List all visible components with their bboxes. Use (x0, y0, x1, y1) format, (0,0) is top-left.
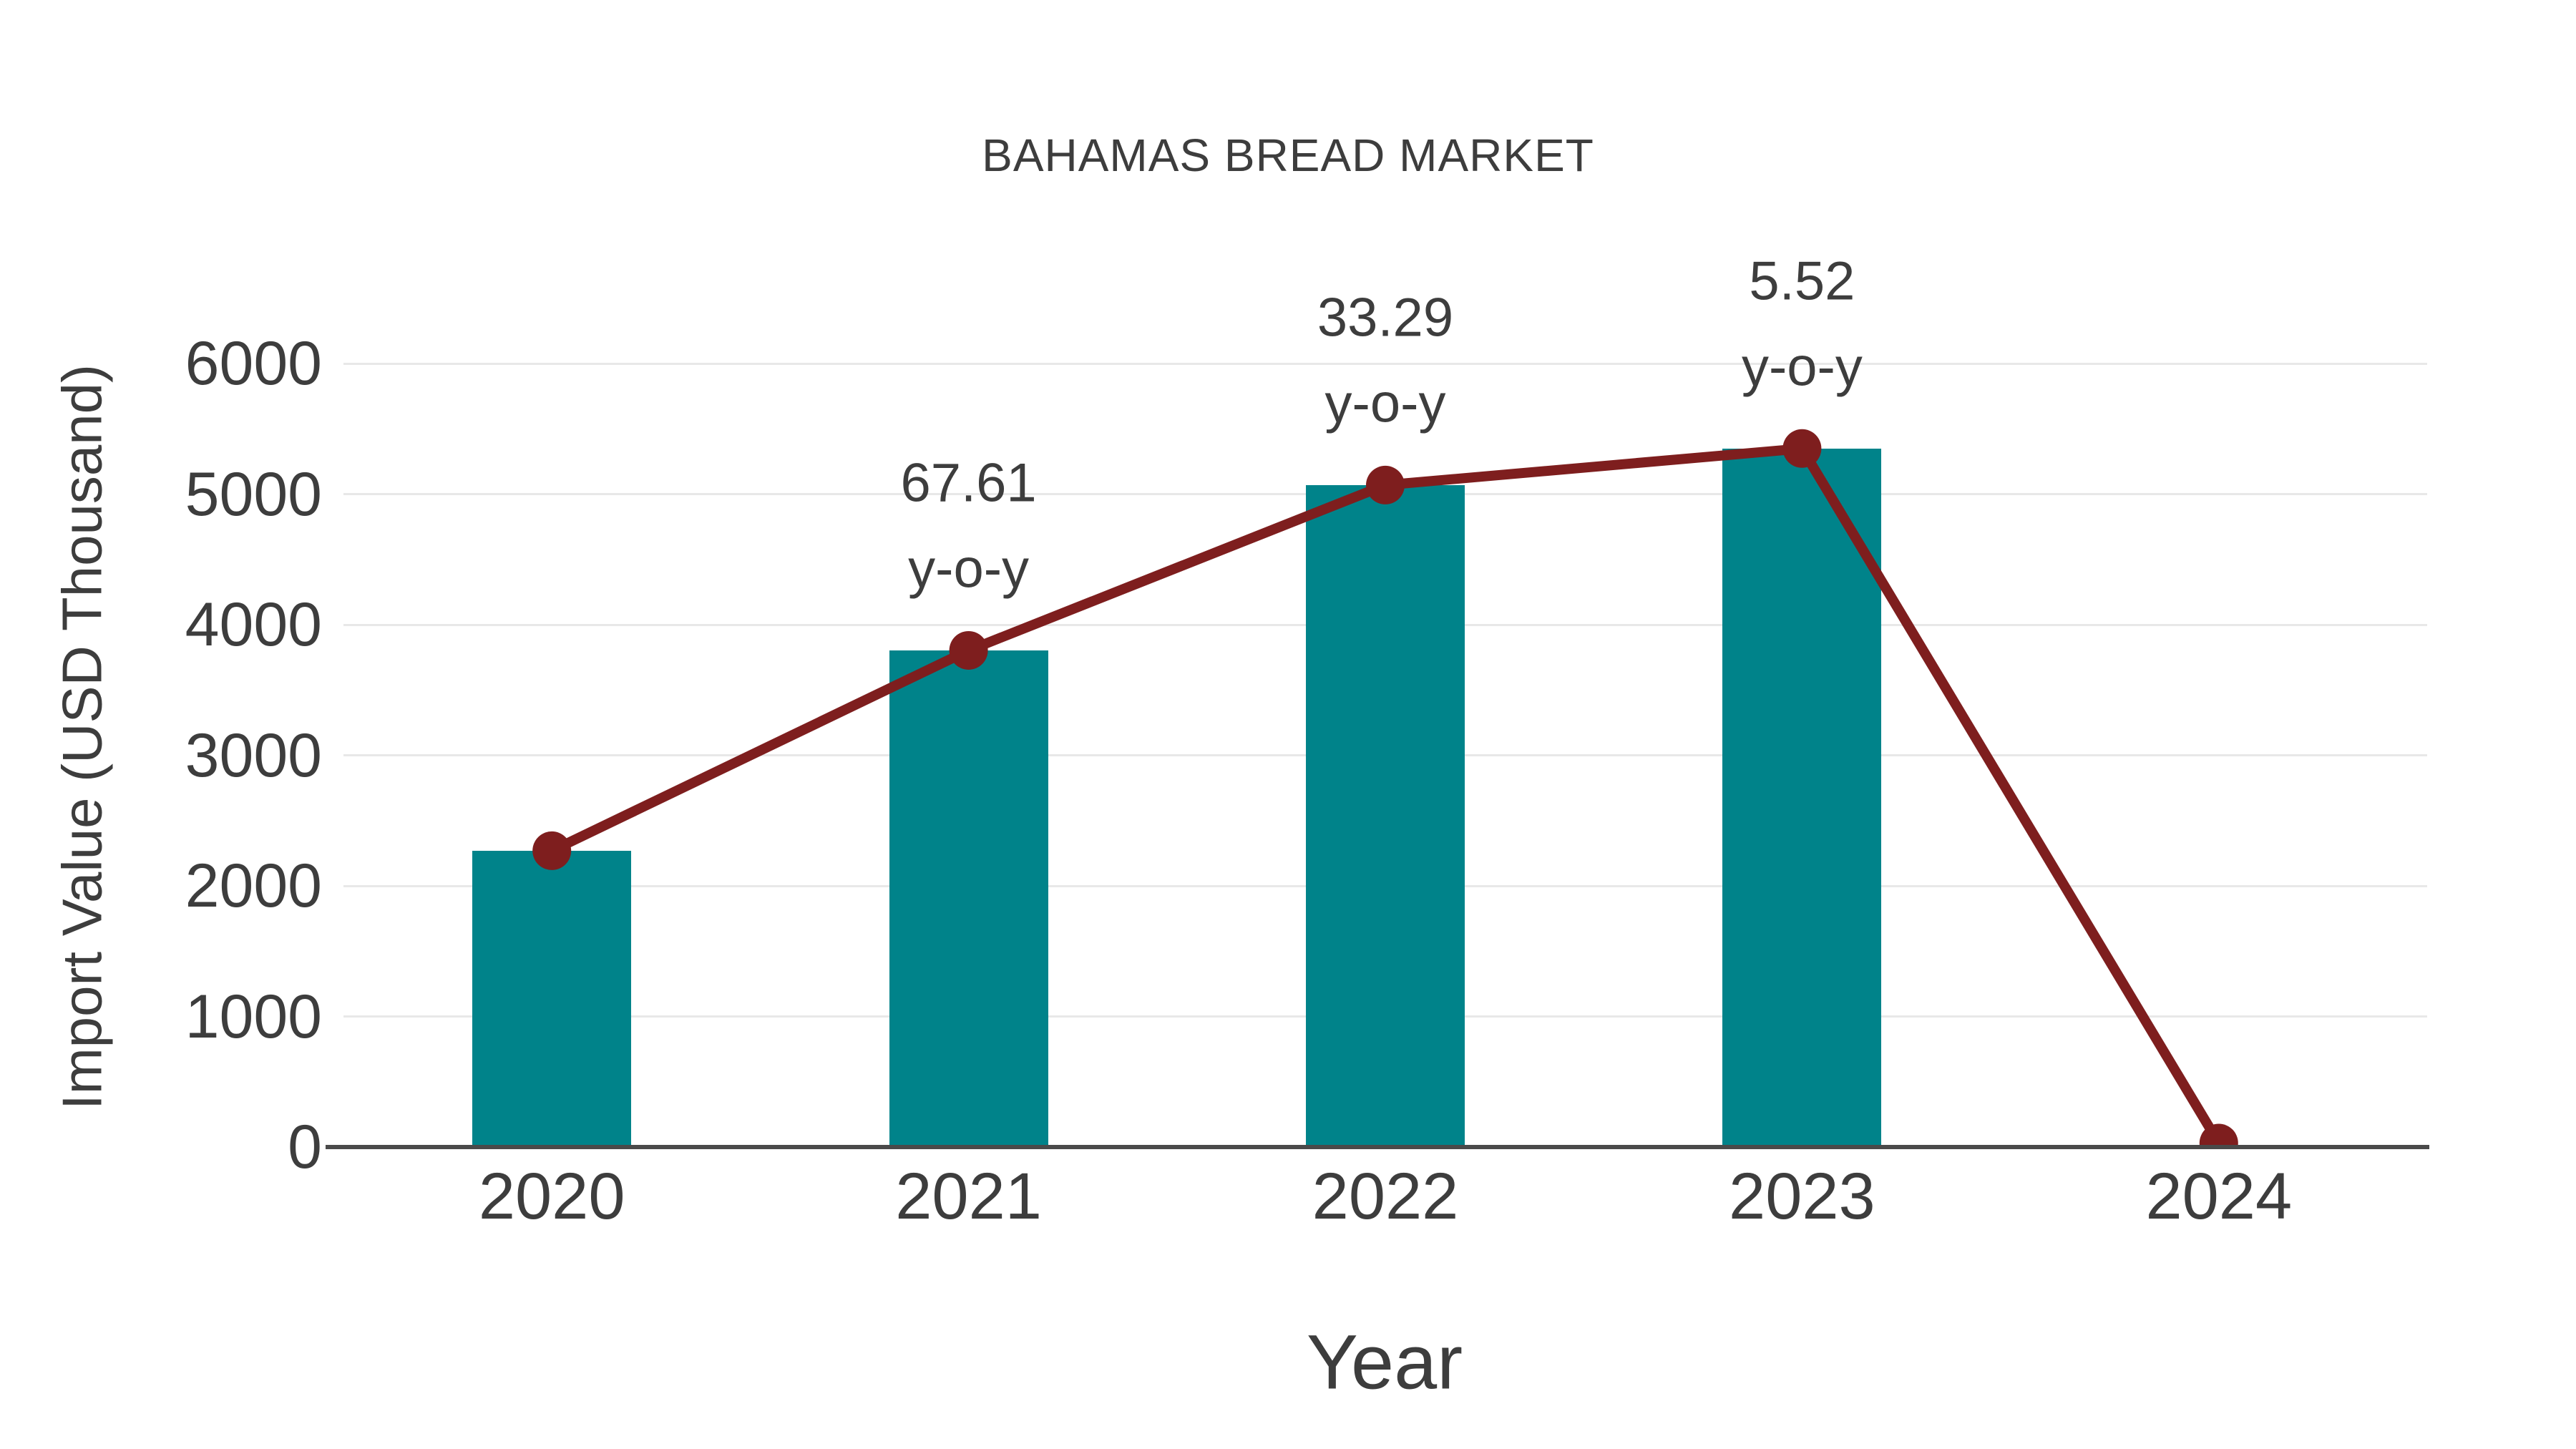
y-tick-label-5000: 5000 (185, 459, 322, 529)
bar-2021 (889, 650, 1048, 1147)
trend-point-2021 (949, 630, 988, 670)
y-tick-label-2000: 2000 (185, 852, 322, 920)
annotation-value-2023: 5.52 (1749, 250, 1855, 312)
annotation-suffix-2022: y-o-y (1324, 373, 1446, 434)
annotation-value-2021: 67.61 (900, 452, 1037, 514)
x-tick-label-2021: 2021 (895, 1160, 1042, 1233)
y-axis-title: Import Value (USD Thousand) (50, 364, 114, 1110)
annotation-value-2022: 33.29 (1317, 287, 1454, 348)
chart-title: BAHAMAS BREAD MARKET (982, 130, 1594, 181)
y-tick-label-3000: 3000 (185, 721, 322, 790)
annotation-suffix-2023: y-o-y (1741, 336, 1863, 398)
y-tick-label-4000: 4000 (185, 590, 322, 659)
gridline-6000 (343, 362, 2427, 365)
trend-point-2023 (1782, 429, 1822, 468)
x-axis-title: Year (1306, 1318, 1463, 1405)
x-tick-label-2020: 2020 (478, 1160, 625, 1233)
trend-point-2020 (532, 831, 572, 870)
trend-line-layer (532, 429, 2238, 1146)
y-tick-label-1000: 1000 (185, 982, 322, 1051)
bar-2020 (472, 850, 632, 1147)
x-tick-label-2022: 2022 (1312, 1160, 1459, 1233)
bar-2022 (1306, 484, 1465, 1147)
trend-line (550, 443, 2223, 1146)
x-tick-label-2023: 2023 (1729, 1160, 1875, 1233)
bar-2023 (1722, 448, 1882, 1147)
trend-point-2022 (1366, 465, 1405, 504)
annotation-suffix-2021: y-o-y (908, 538, 1030, 600)
y-tick-label-6000: 6000 (185, 329, 322, 398)
x-axis-line (326, 1145, 2429, 1149)
y-tick-label-0: 0 (288, 1113, 322, 1181)
x-tick-label-2024: 2024 (2145, 1160, 2293, 1233)
trend-point-2024 (2199, 1123, 2238, 1146)
